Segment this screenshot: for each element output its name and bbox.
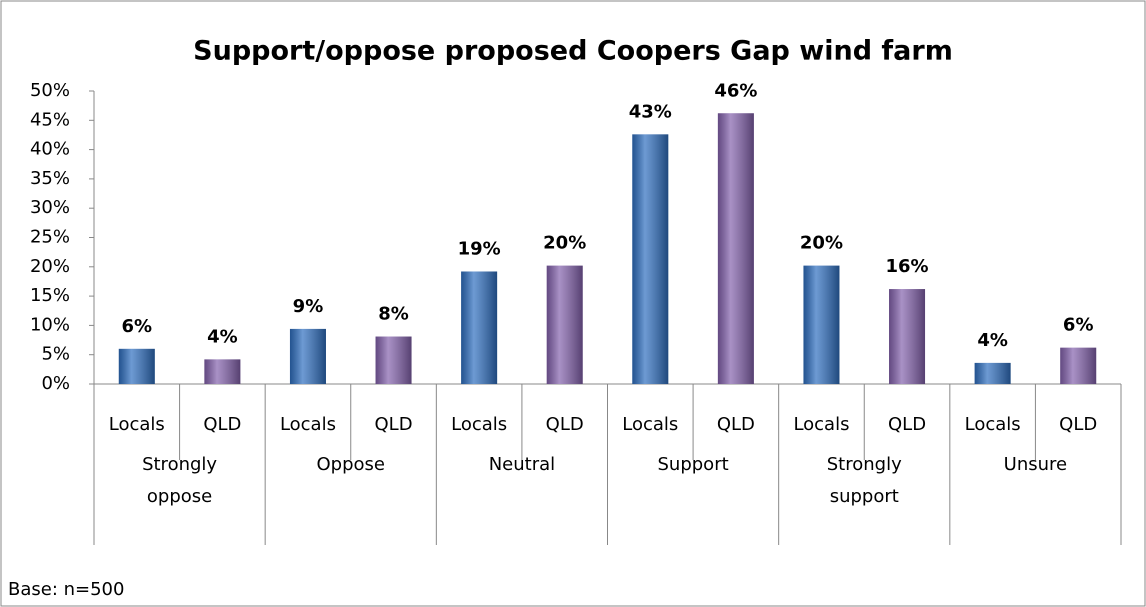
- data-label: 4%: [977, 330, 1008, 351]
- y-tick-label: 0%: [41, 373, 70, 394]
- x-tick-label: QLD: [375, 414, 413, 435]
- data-label: 4%: [207, 326, 238, 347]
- group-label: Unsure: [1003, 454, 1068, 475]
- group-label: Oppose: [316, 454, 385, 475]
- bar: [717, 113, 754, 384]
- data-label: 19%: [458, 238, 501, 259]
- y-tick-label: 40%: [30, 139, 70, 160]
- data-label: 9%: [293, 296, 324, 317]
- data-label: 20%: [543, 233, 586, 254]
- x-tick-label: Locals: [622, 414, 678, 435]
- data-label: 8%: [378, 304, 409, 325]
- data-label: 6%: [122, 316, 153, 337]
- x-tick-label: QLD: [203, 414, 241, 435]
- group-label: Strongly support: [826, 454, 902, 507]
- y-tick-label: 25%: [30, 227, 70, 248]
- x-tick-label: Locals: [109, 414, 165, 435]
- bar: [546, 265, 583, 384]
- x-tick-label: QLD: [1059, 414, 1097, 435]
- bar: [974, 362, 1011, 384]
- data-label: 16%: [885, 256, 928, 277]
- x-tick-label: QLD: [717, 414, 755, 435]
- data-label: 6%: [1063, 315, 1094, 336]
- y-tick-label: 35%: [30, 168, 70, 189]
- x-tick-label: QLD: [546, 414, 584, 435]
- x-tick-label: Locals: [451, 414, 507, 435]
- bar: [118, 348, 155, 384]
- bar: [889, 289, 926, 384]
- y-tick-label: 15%: [30, 285, 70, 306]
- y-tick-label: 30%: [30, 197, 70, 218]
- x-tick-label: Locals: [280, 414, 336, 435]
- bar: [803, 265, 840, 384]
- data-label: 43%: [629, 101, 672, 122]
- y-tick-label: 5%: [41, 344, 70, 365]
- bar: [632, 134, 669, 384]
- y-tick-label: 50%: [30, 80, 70, 101]
- bar: [375, 336, 412, 384]
- y-tick-label: 20%: [30, 256, 70, 277]
- bar: [461, 271, 498, 384]
- data-label: 46%: [714, 80, 757, 101]
- y-tick-label: 10%: [30, 314, 70, 335]
- data-label: 20%: [800, 233, 843, 254]
- bar: [204, 359, 241, 384]
- group-label: Neutral: [488, 454, 556, 475]
- x-tick-label: QLD: [888, 414, 926, 435]
- x-tick-label: Locals: [965, 414, 1021, 435]
- group-label: Strongly oppose: [142, 454, 218, 507]
- y-tick-label: 45%: [30, 109, 70, 130]
- x-tick-label: Locals: [793, 414, 849, 435]
- bar: [1060, 347, 1097, 384]
- group-label: Support: [657, 454, 729, 475]
- bar: [289, 328, 326, 384]
- chart-title: Support/oppose proposed Coopers Gap wind…: [193, 36, 953, 67]
- footnote: Base: n=500: [8, 579, 124, 600]
